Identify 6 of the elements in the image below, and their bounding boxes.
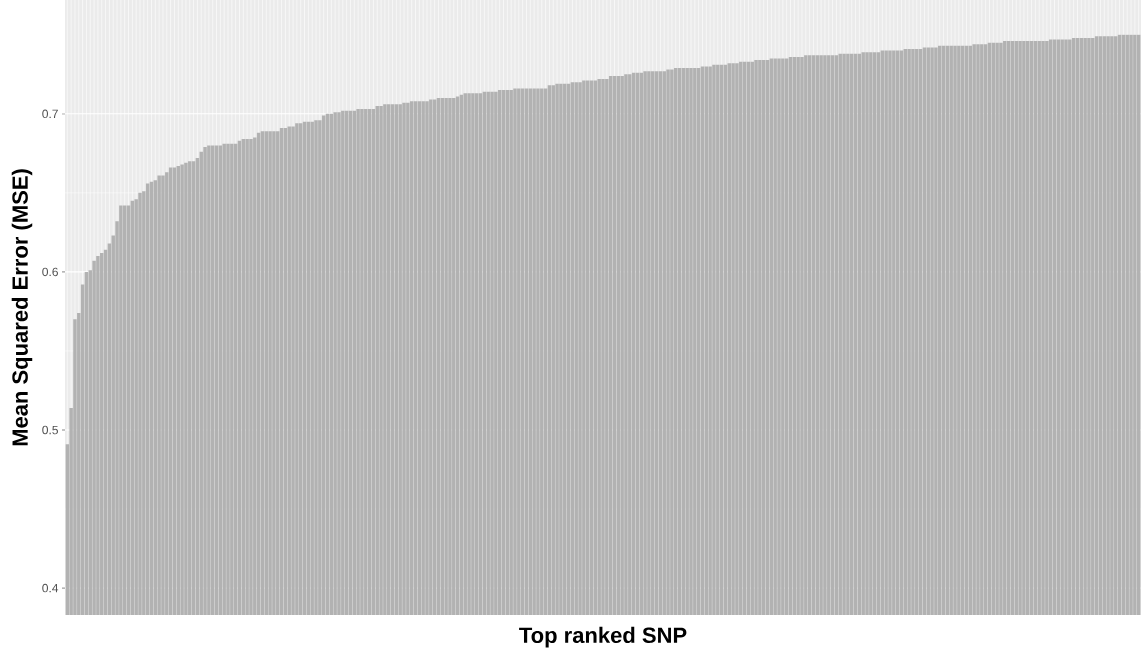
y-axis-title: Mean Squared Error (MSE) [11, 169, 33, 446]
y-tick-label: 0.4 [42, 583, 59, 593]
y-tick-label: 0.7 [42, 109, 58, 119]
y-tick-label: 0.5 [42, 425, 58, 435]
y-tick-label: 0.6 [42, 267, 58, 277]
x-axis-title: Top ranked SNP [519, 626, 687, 648]
